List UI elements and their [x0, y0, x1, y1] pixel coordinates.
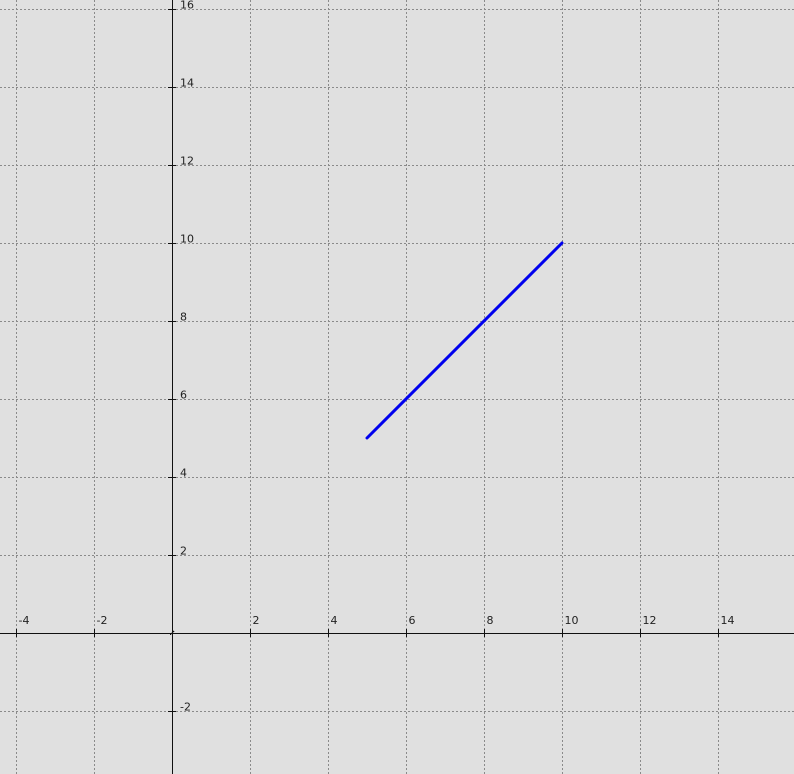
y-tick-label: -2	[180, 701, 191, 714]
y-tick-label: 4	[180, 467, 187, 480]
x-tick-label: 8	[487, 614, 494, 627]
x-tick-label: 14	[721, 614, 735, 627]
y-tick-label: 16	[180, 0, 194, 12]
x-tick-label: 10	[565, 614, 579, 627]
x-tick-label: 4	[331, 614, 338, 627]
x-tick-label: 12	[643, 614, 657, 627]
y-tick-label: 14	[180, 77, 194, 90]
x-tick-label: 2	[253, 614, 260, 627]
y-tick-label: 2	[180, 545, 187, 558]
y-tick-label: 8	[180, 311, 187, 324]
x-tick-label: 6	[409, 614, 416, 627]
x-tick-label: -4	[19, 614, 30, 627]
y-tick-label: 10	[180, 233, 194, 246]
origin-mark	[169, 630, 175, 636]
y-tick-label: 12	[180, 155, 194, 168]
series-line-1	[365, 241, 564, 440]
x-tick-label: -2	[97, 614, 108, 627]
y-tick-label: 6	[180, 389, 187, 402]
